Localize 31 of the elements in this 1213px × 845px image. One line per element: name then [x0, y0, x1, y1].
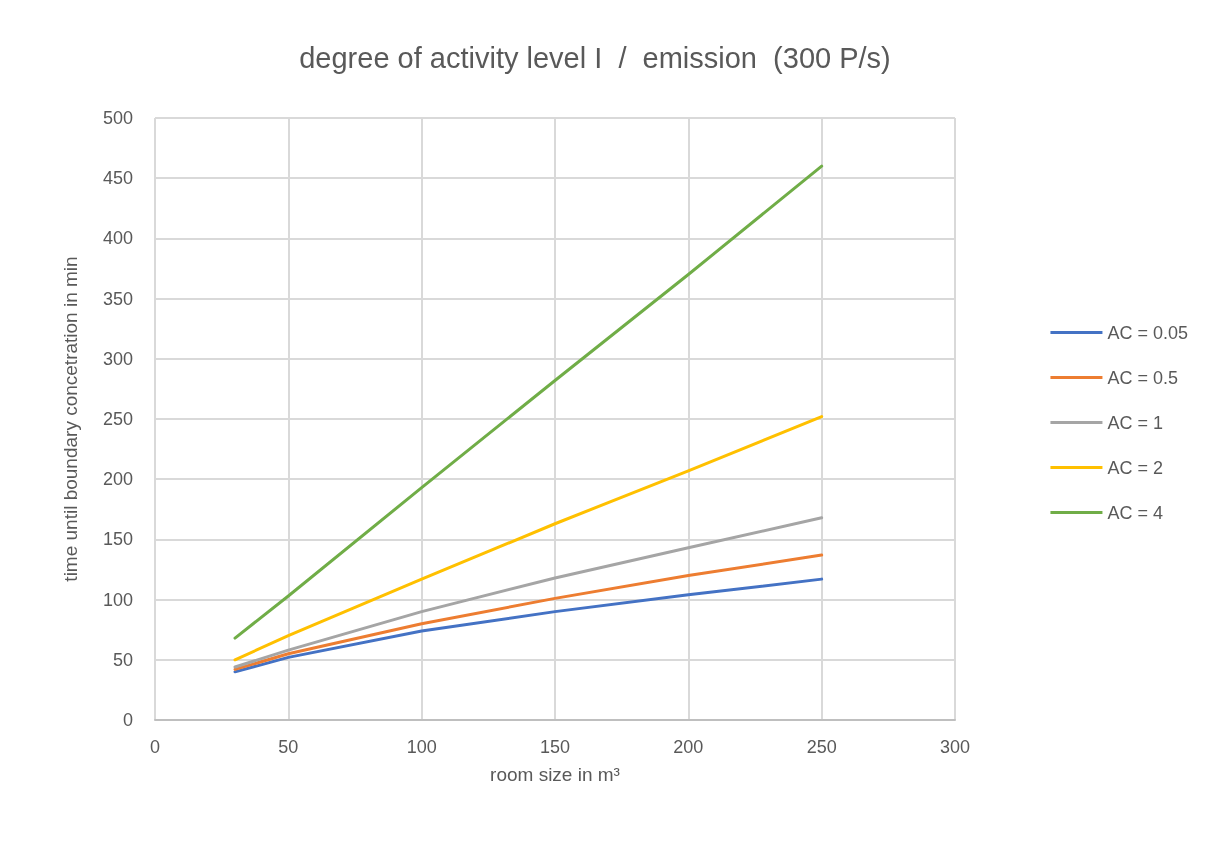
- x-tick-label: 0: [149, 737, 161, 757]
- chart-title: degree of activity level I / emission (300 P/s): [299, 41, 891, 74]
- y-tick-label: 0: [122, 710, 133, 730]
- x-axis-title: room size in m³: [490, 764, 620, 785]
- line-series: [233, 415, 824, 662]
- legend-label: AC = 2: [1107, 457, 1163, 478]
- line-series: [233, 553, 824, 671]
- y-tick-label: 300: [102, 348, 133, 369]
- y-tick-label: 400: [102, 228, 133, 249]
- y-axis-title: time until boundary concetration in min: [60, 256, 81, 582]
- y-tick-label: 50: [112, 649, 133, 670]
- y-tick-label: 450: [102, 168, 133, 189]
- y-tick-label: 350: [102, 288, 133, 309]
- y-tick-label: 250: [102, 409, 133, 429]
- y-tick-label: 150: [102, 529, 133, 550]
- line-series: [233, 164, 824, 640]
- y-tick-label: 200: [102, 469, 133, 490]
- legend-label: AC = 1: [1107, 412, 1163, 433]
- x-tick-label: 250: [806, 737, 837, 757]
- y-tick-label: 500: [102, 108, 133, 128]
- x-tick-label: 50: [278, 737, 299, 757]
- y-tick-label: 100: [102, 589, 133, 610]
- line-series: [233, 516, 824, 669]
- legend-label: AC = 4: [1107, 502, 1163, 523]
- legend-label: AC = 0.05: [1107, 322, 1189, 343]
- legend-label: AC = 0.5: [1107, 367, 1178, 388]
- line-series: [233, 577, 824, 674]
- x-tick-label: 300: [939, 737, 971, 757]
- x-tick-label: 150: [539, 737, 571, 757]
- x-tick-label: 100: [406, 737, 437, 757]
- x-tick-label: 200: [673, 737, 704, 757]
